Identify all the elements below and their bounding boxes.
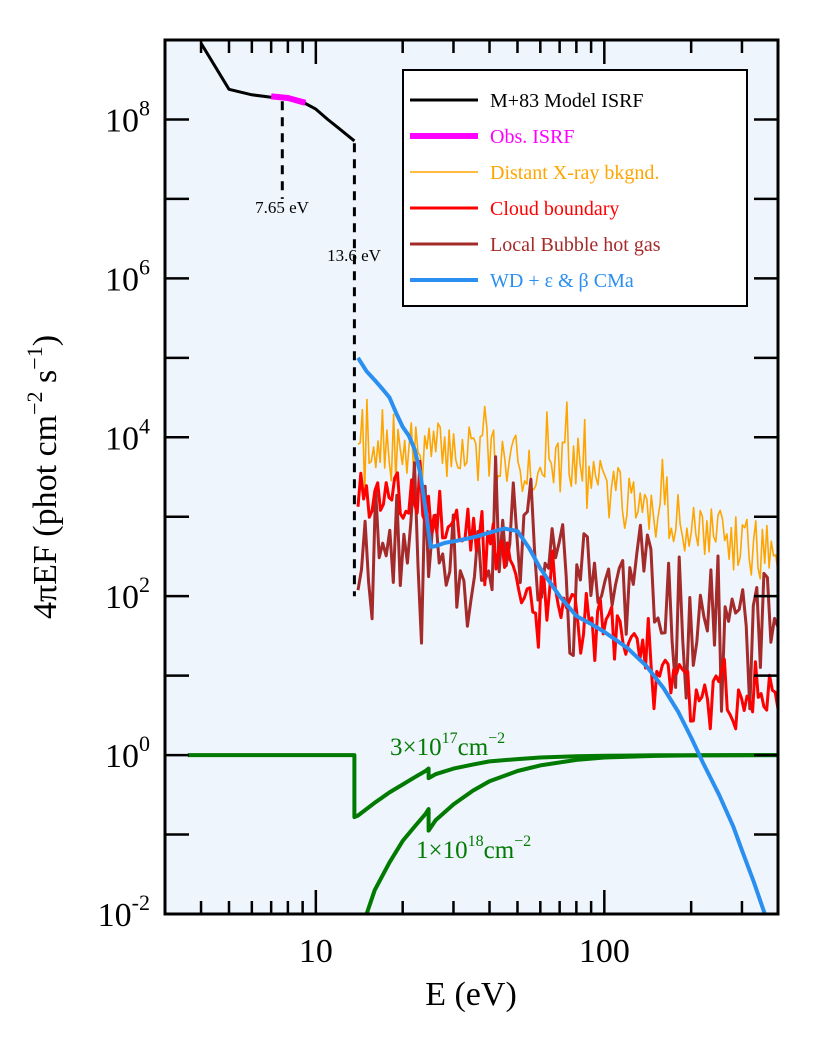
y-tick-label: 108 — [105, 95, 150, 139]
y-tick-label: 106 — [105, 254, 150, 298]
series-obs-isrf — [270, 93, 307, 106]
legend-label-local-bubble-hot-gas: Local Bubble hot gas — [490, 234, 661, 256]
legend-label-wd-cma: WD + ε & β CMa — [490, 270, 634, 292]
series-column-1e18 — [364, 753, 779, 915]
legend-label-distant-x-ray-bkgnd: Distant X-ray bkgnd. — [490, 162, 659, 184]
annotation-column-3e17: 3×1017cm−2 — [390, 730, 505, 761]
legend-label-obs-isrf: Obs. ISRF — [490, 126, 574, 148]
tick-layer: 10 100 108 106 104 102 100 10-2 — [98, 38, 780, 970]
x-tick-label: 10 — [299, 933, 333, 970]
annotation-13-6-ev: 13.6 eV — [327, 246, 382, 265]
annotation-column-1e18: 1×1018cm−2 — [416, 833, 531, 864]
x-tick-label: 100 — [579, 933, 630, 970]
legend-label-m-83-model-isrf: M+83 Model ISRF — [490, 90, 644, 112]
y-tick-label: 10-2 — [98, 890, 150, 934]
series-wd-eps-beta-cma — [356, 356, 767, 915]
y-tick-label: 104 — [105, 413, 150, 457]
x-axis-title: E (eV) — [425, 976, 517, 1013]
legend-label-cloud-boundary: Cloud boundary — [490, 198, 619, 220]
series-local-bubble-hot-gas — [356, 455, 780, 713]
y-tick-label: 102 — [105, 572, 150, 616]
plot-frame — [163, 38, 780, 916]
series-distant-x-ray-bkgnd — [357, 398, 779, 580]
annotation-7-65-ev: 7.65 eV — [255, 198, 310, 217]
y-tick-label: 100 — [105, 731, 150, 775]
y-axis-title: 4πEF (phot cm−2 s−1) — [22, 335, 64, 619]
legend-frame — [402, 69, 748, 307]
legend: M+83 Model ISRF Obs. ISRF Distant X-ray bk… — [402, 69, 748, 307]
series-layer — [187, 42, 780, 915]
